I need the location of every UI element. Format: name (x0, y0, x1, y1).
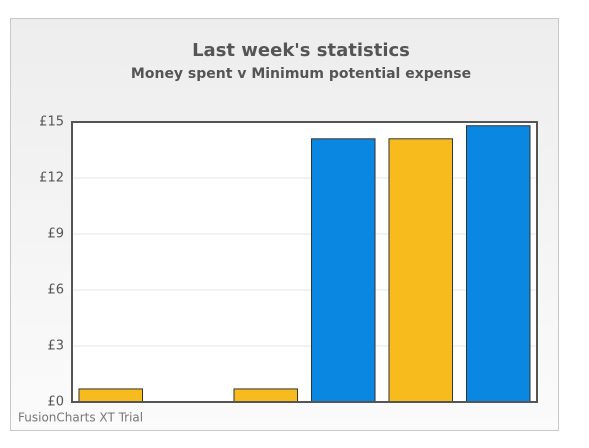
watermark: FusionCharts XT Trial (18, 411, 143, 425)
y-tick-label: £15 (39, 115, 64, 130)
y-tick-label: £9 (47, 227, 64, 242)
bar (388, 138, 454, 403)
y-tick-label: £3 (47, 339, 64, 354)
bar (233, 388, 299, 403)
y-tick-label: £6 (47, 283, 64, 298)
plot-area (72, 122, 537, 402)
bar (310, 138, 376, 403)
bar (78, 388, 144, 403)
plot-border (71, 121, 538, 403)
chart-title: Last week's statistics (192, 40, 410, 61)
y-tick-label: £12 (39, 171, 64, 186)
bar (465, 125, 531, 403)
y-tick-label: £0 (47, 395, 64, 410)
chart-subtitle: Money spent v Minimum potential expense (131, 66, 471, 82)
